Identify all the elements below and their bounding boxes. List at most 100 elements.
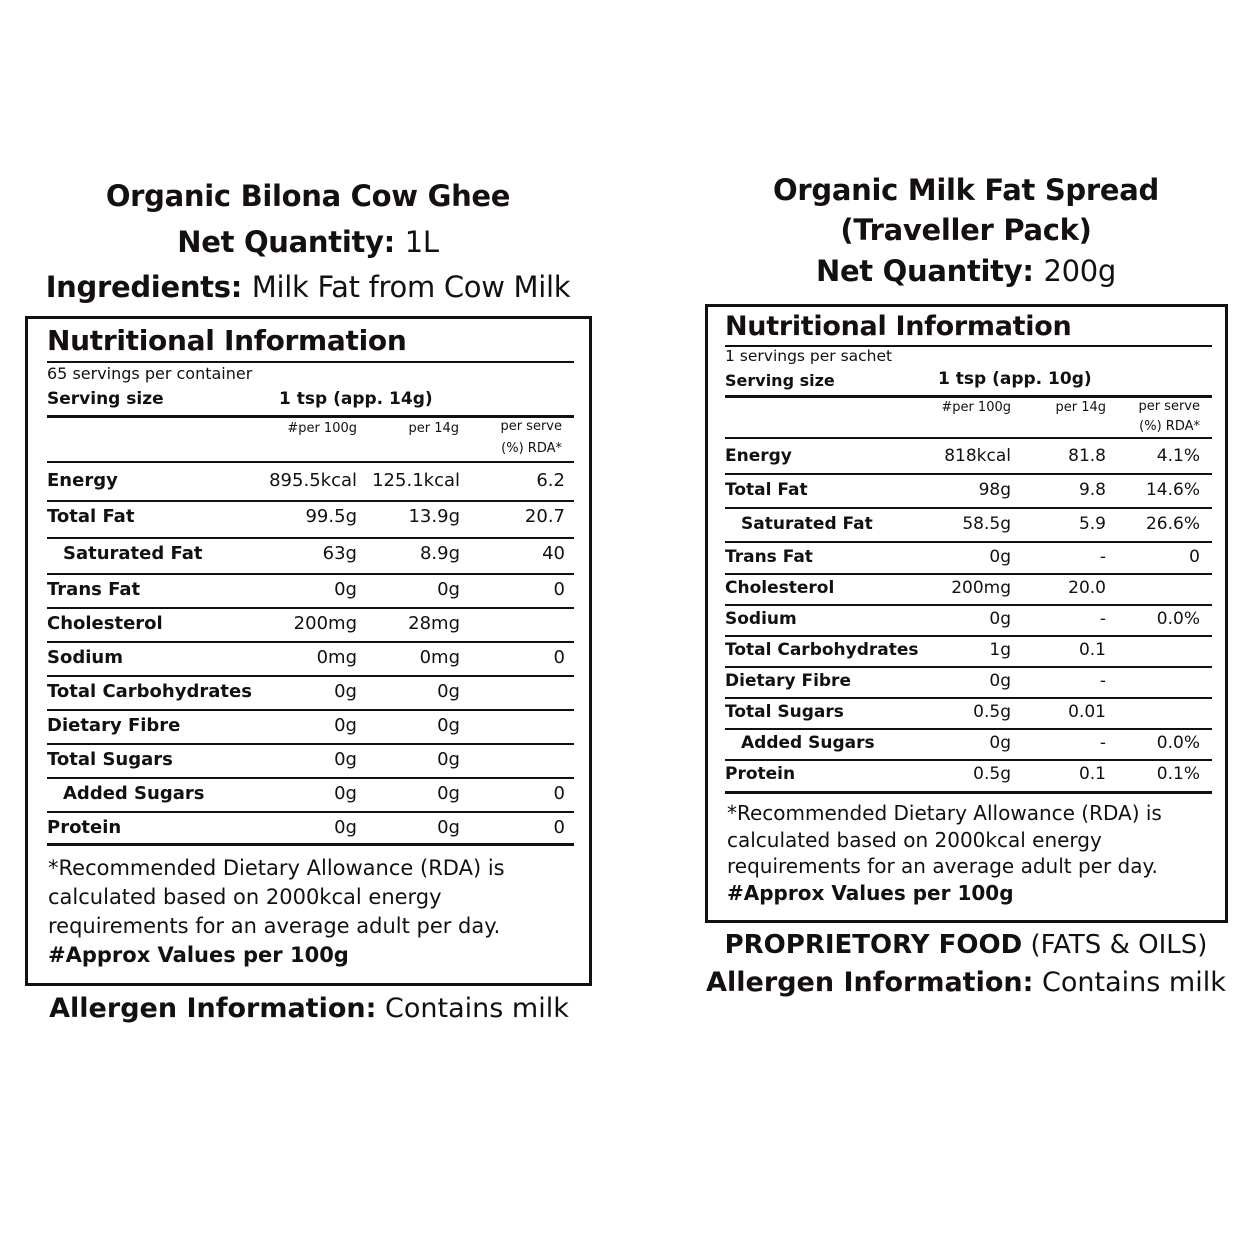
value-per-100g: 200mg — [293, 613, 357, 634]
value-rda: 0 — [1189, 547, 1200, 567]
value-per-serve: - — [1099, 609, 1106, 629]
nutrient-name: Saturated Fat — [741, 514, 873, 534]
nutrient-name: Dietary Fibre — [47, 715, 181, 736]
divider — [47, 675, 574, 677]
value-rda: 0.0% — [1156, 733, 1200, 753]
left-approx-note: #Approx Values per 100g — [48, 943, 349, 967]
value-rda: 6.2 — [536, 470, 565, 491]
col-header-per100: #per 100g — [287, 421, 357, 436]
divider — [47, 843, 574, 846]
nutrient-name: Energy — [725, 446, 792, 466]
divider — [47, 743, 574, 745]
nutrient-name: Cholesterol — [47, 613, 163, 634]
value-per-serve: 0g — [437, 715, 460, 736]
col-header-rda1: per serve — [1138, 399, 1200, 414]
value-rda: 26.6% — [1145, 514, 1200, 534]
nutrient-name: Total Fat — [725, 480, 808, 500]
nutrition-row: Energy 818kcal 81.8 4.1% — [725, 446, 1212, 474]
value-per-100g: 0.5g — [973, 702, 1011, 722]
value-per-100g: 0g — [989, 547, 1011, 567]
nutrition-row: Trans Fat 0g - 0 — [725, 547, 1212, 575]
divider — [725, 697, 1212, 699]
value-per-100g: 0g — [989, 609, 1011, 629]
nutrition-row: Sodium 0mg 0mg 0 — [47, 647, 574, 677]
nutrient-name: Sodium — [725, 609, 797, 629]
col-header-rda2: (%) RDA* — [501, 441, 562, 456]
left-net-quantity: Net Quantity: 1L — [25, 225, 591, 259]
value-per-serve: 0g — [437, 783, 460, 804]
value-per-100g: 63g — [322, 543, 357, 564]
value-per-serve: 125.1kcal — [372, 470, 460, 491]
nutrient-name: Cholesterol — [725, 578, 835, 598]
nutrient-name: Saturated Fat — [63, 543, 203, 564]
right-category-info: PROPRIETORY FOOD (FATS & OILS) — [705, 930, 1227, 960]
value-per-100g: 0.5g — [973, 764, 1011, 784]
nutrient-name: Total Fat — [47, 506, 135, 527]
value-per-serve: 9.8 — [1078, 480, 1106, 500]
nutrient-name: Added Sugars — [63, 783, 205, 804]
nutrient-name: Total Carbohydrates — [47, 681, 252, 702]
allergen-value: Contains milk — [385, 993, 569, 1024]
divider — [725, 541, 1212, 543]
nutrition-row: Energy 895.5kcal 125.1kcal 6.2 — [47, 470, 574, 500]
value-per-serve: 0g — [437, 817, 460, 838]
nutrition-row: Protein 0g 0g 0 — [47, 817, 574, 847]
value-per-serve: 0g — [437, 681, 460, 702]
value-rda: 14.6% — [1145, 480, 1200, 500]
value-per-100g: 99.5g — [305, 506, 357, 527]
value-rda: 0.0% — [1156, 609, 1200, 629]
value-rda: 0 — [553, 817, 565, 838]
value-rda: 40 — [542, 543, 565, 564]
value-per-serve: 0g — [437, 749, 460, 770]
nutrition-row: Trans Fat 0g 0g 0 — [47, 579, 574, 609]
value-per-100g: 0g — [334, 817, 357, 838]
divider — [47, 811, 574, 813]
right-net-quantity: Net Quantity: 200g — [705, 254, 1227, 288]
divider — [725, 437, 1212, 439]
divider — [725, 573, 1212, 575]
left-panel-heading: Nutritional Information — [47, 324, 407, 357]
value-rda: 4.1% — [1156, 446, 1200, 466]
nutrient-name: Total Carbohydrates — [725, 640, 919, 660]
left-nutrition-panel — [25, 316, 592, 986]
left-serving-size-value: 1 tsp (app. 14g) — [279, 389, 433, 409]
right-footnote-line: requirements for an average adult per da… — [727, 854, 1158, 878]
nutrition-row: Dietary Fibre 0g 0g — [47, 715, 574, 745]
left-serving-size-label: Serving size — [47, 389, 164, 409]
right-product-name-line2: (Traveller Pack) — [840, 213, 1092, 247]
right-serving-size-value: 1 tsp (app. 10g) — [938, 369, 1092, 389]
divider — [725, 507, 1212, 509]
right-footnote-line: calculated based on 2000kcal energy — [727, 828, 1102, 852]
left-ingredients: Ingredients: Milk Fat from Cow Milk — [25, 270, 591, 304]
nutrient-name: Added Sugars — [741, 733, 875, 753]
value-per-serve: 8.9g — [419, 543, 460, 564]
nutrition-row: Saturated Fat 63g 8.9g 40 — [47, 543, 574, 573]
value-per-serve: 13.9g — [408, 506, 460, 527]
net-quantity-value: 1L — [404, 225, 439, 259]
value-per-serve: - — [1099, 733, 1106, 753]
col-header-rda2: (%) RDA* — [1139, 419, 1200, 434]
category-value: (FATS & OILS) — [1030, 930, 1208, 960]
value-per-100g: 0g — [989, 733, 1011, 753]
right-approx-note: #Approx Values per 100g — [727, 881, 1014, 905]
right-nutrition-panel — [705, 304, 1228, 923]
right-serving-size-label: Serving size — [725, 371, 835, 390]
value-per-serve: - — [1099, 547, 1106, 567]
value-per-100g: 0g — [334, 681, 357, 702]
value-per-serve: 20.0 — [1068, 578, 1106, 598]
nutrition-row: Total Carbohydrates 1g 0.1 — [725, 640, 1212, 668]
divider — [725, 791, 1212, 794]
nutrition-row: Protein 0.5g 0.1 0.1% — [725, 764, 1212, 792]
divider — [47, 361, 574, 363]
nutrition-row: Total Sugars 0g 0g — [47, 749, 574, 779]
divider — [47, 573, 574, 575]
value-per-100g: 200mg — [951, 578, 1011, 598]
value-per-100g: 58.5g — [962, 514, 1011, 534]
right-footnote-line: *Recommended Dietary Allowance (RDA) is — [727, 801, 1162, 825]
allergen-label: Allergen Information: — [706, 967, 1034, 998]
nutrition-row: Total Fat 99.5g 13.9g 20.7 — [47, 506, 574, 536]
divider — [47, 777, 574, 779]
nutrition-row: Sodium 0g - 0.0% — [725, 609, 1212, 637]
nutrition-row: Total Sugars 0.5g 0.01 — [725, 702, 1212, 730]
value-per-serve: 0.1 — [1078, 764, 1106, 784]
